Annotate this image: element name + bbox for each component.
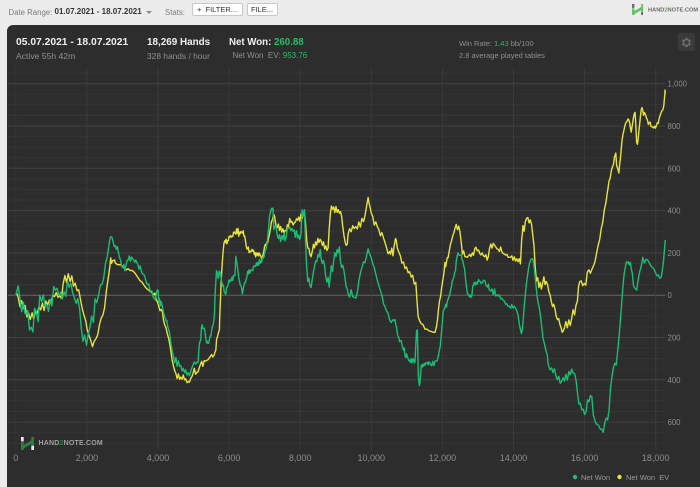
svg-text:600: 600 <box>668 418 682 427</box>
svg-text:0: 0 <box>668 291 673 300</box>
svg-text:6,000: 6,000 <box>218 453 241 463</box>
svg-text:800: 800 <box>668 122 682 131</box>
svg-text:12,000: 12,000 <box>429 453 457 463</box>
svg-text:0: 0 <box>13 453 18 463</box>
svg-text:16,000: 16,000 <box>571 453 599 463</box>
svg-text:18,000: 18,000 <box>642 453 670 463</box>
svg-text:Net Won: Net Won <box>581 473 610 482</box>
svg-text:1,000: 1,000 <box>668 80 688 89</box>
svg-text:600: 600 <box>668 164 682 173</box>
svg-text:10,000: 10,000 <box>358 453 386 463</box>
svg-text:200: 200 <box>668 334 682 343</box>
svg-text:2,000: 2,000 <box>76 453 99 463</box>
svg-text:400: 400 <box>668 376 682 385</box>
svg-text:4,000: 4,000 <box>147 453 170 463</box>
svg-text:400: 400 <box>668 207 682 216</box>
svg-text:200: 200 <box>668 249 682 258</box>
svg-text:8,000: 8,000 <box>289 453 312 463</box>
svg-text:14,000: 14,000 <box>500 453 528 463</box>
svg-text:Net Won EV: Net Won EV <box>626 473 669 482</box>
